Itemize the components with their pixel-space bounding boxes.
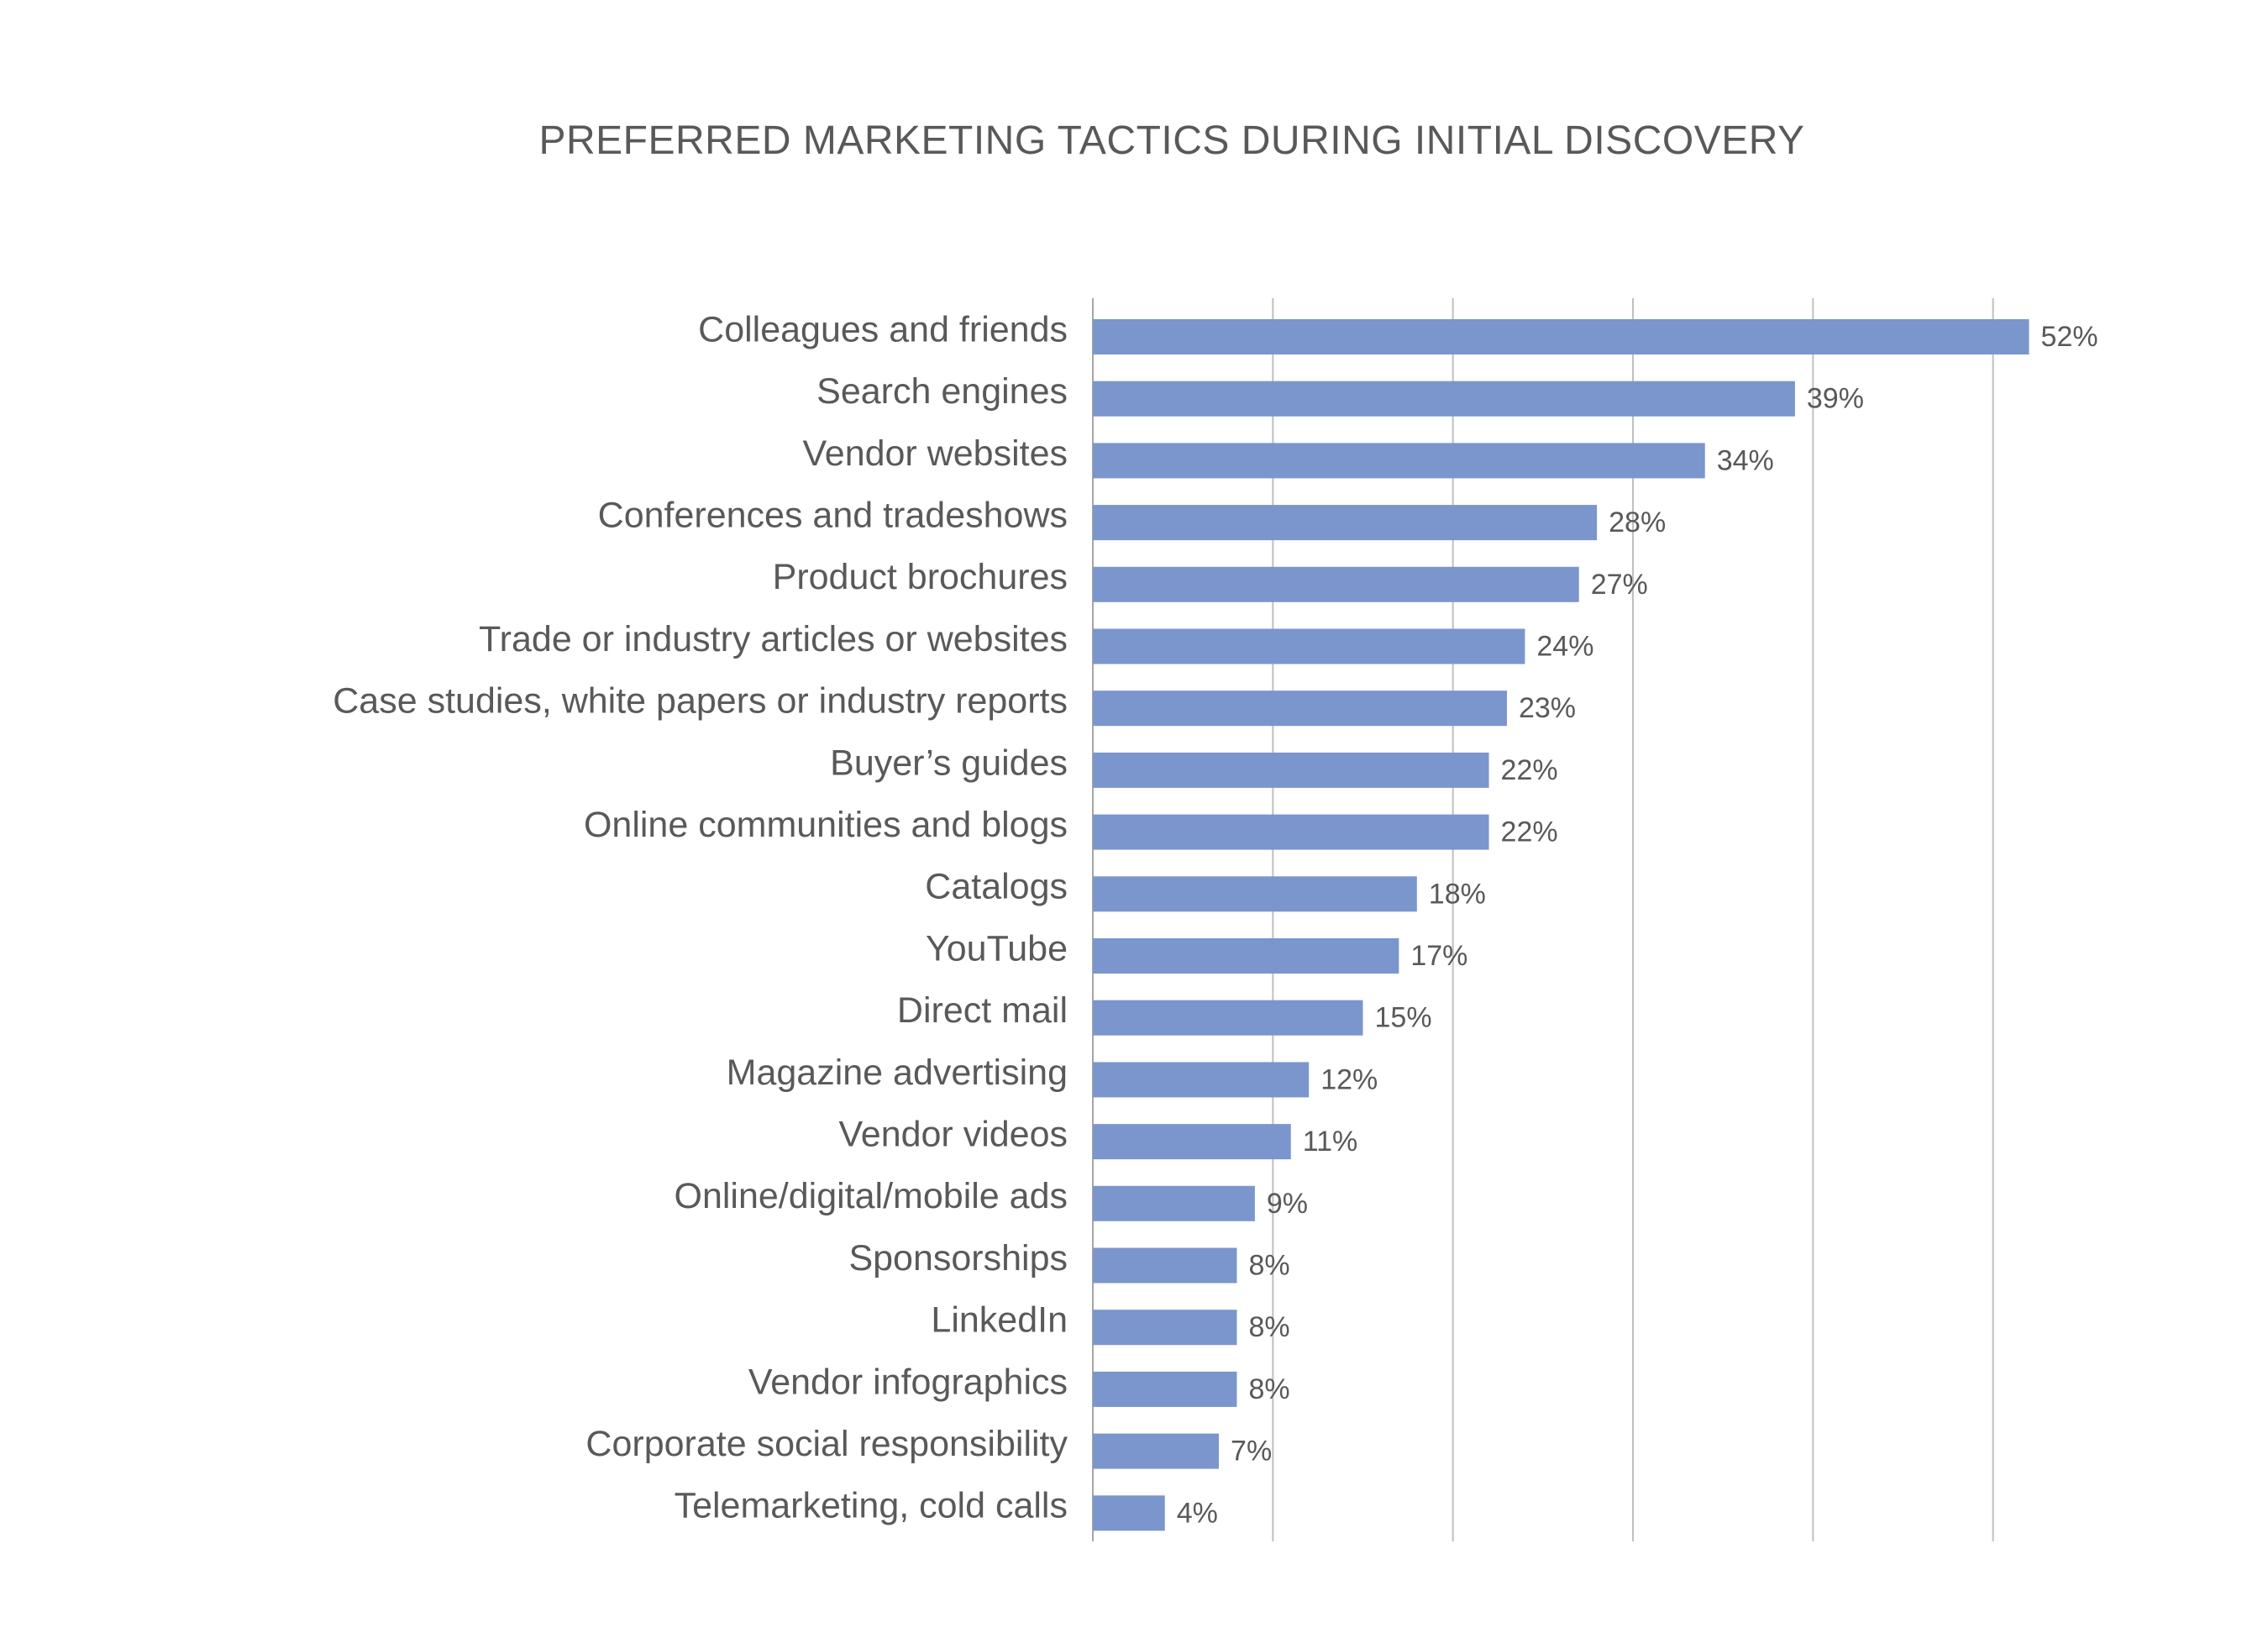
value-label: 22% [1501,816,1558,848]
bars [1093,319,2029,1531]
value-label: 34% [1717,444,1774,476]
value-label: 8% [1248,1249,1289,1281]
value-label: 39% [1807,383,1864,415]
bar [1093,752,1489,788]
value-label: 12% [1320,1063,1378,1095]
value-label: 17% [1410,940,1467,972]
category-label: Buyer’s guides [830,743,1068,783]
gridlines [1092,298,1994,1541]
value-label: 11% [1303,1126,1358,1158]
bar [1093,628,1525,664]
category-label: Search engines [816,371,1068,412]
category-label: Telemarketing, cold calls [675,1486,1068,1526]
category-label: Magazine advertising [727,1053,1068,1093]
category-label: Corporate social responsibility [585,1424,1068,1464]
category-label: Vendor websites [802,433,1068,474]
bar [1093,1124,1291,1160]
value-label: 8% [1248,1373,1289,1405]
category-label: Conferences and tradeshows [598,495,1068,535]
bar [1093,1310,1237,1346]
value-label: 24% [1536,630,1593,662]
bar [1093,505,1598,541]
bar [1093,443,1705,479]
value-labels: 52% 39% 34% 28% 27% 24% 23% 22% 22% 18% 17% 15% 12% 1… [1177,321,2098,1529]
chart-title: PREFERRED MARKETING TACTICS DURING INITI… [538,118,1805,163]
category-label: Catalogs [925,867,1068,907]
value-label: 23% [1519,692,1576,724]
category-label: YouTube [926,928,1068,969]
category-label: Online/digital/mobile ads [675,1176,1068,1216]
bar [1093,690,1507,727]
category-label: Vendor infographics [748,1362,1068,1402]
bar [1093,1433,1220,1469]
category-label: Colleagues and friends [698,309,1068,349]
value-label: 9% [1267,1188,1308,1220]
value-label: 22% [1501,754,1558,786]
bar [1093,876,1417,912]
category-labels: Colleagues and friends Search engines Vend… [333,309,1068,1525]
value-label: 28% [1609,507,1666,538]
bar [1093,566,1579,602]
category-label: LinkedIn [931,1300,1068,1341]
category-label: Online communities and blogs [584,805,1068,845]
value-label: 4% [1177,1497,1218,1529]
category-label: Case studies, white papers or industry r… [333,681,1068,722]
bar [1093,1371,1237,1407]
value-label: 7% [1231,1436,1272,1467]
bar [1093,938,1399,974]
bar [1093,1247,1237,1284]
value-label: 15% [1375,1002,1432,1034]
value-label: 18% [1429,878,1486,910]
bar [1093,1185,1255,1221]
bar [1093,1062,1310,1098]
category-label: Product brochures [773,557,1068,597]
value-label: 27% [1591,569,1648,601]
category-label: Sponsorships [848,1238,1068,1278]
bar [1093,814,1489,850]
category-label: Trade or industry articles or websites [479,619,1068,659]
value-label: 8% [1248,1311,1289,1343]
value-label: 52% [2041,321,2098,353]
bar [1093,1495,1165,1531]
category-label: Direct mail [897,990,1068,1031]
category-label: Vendor videos [838,1114,1068,1154]
bar [1093,1000,1363,1036]
bar [1093,319,2029,354]
bar [1093,381,1795,417]
